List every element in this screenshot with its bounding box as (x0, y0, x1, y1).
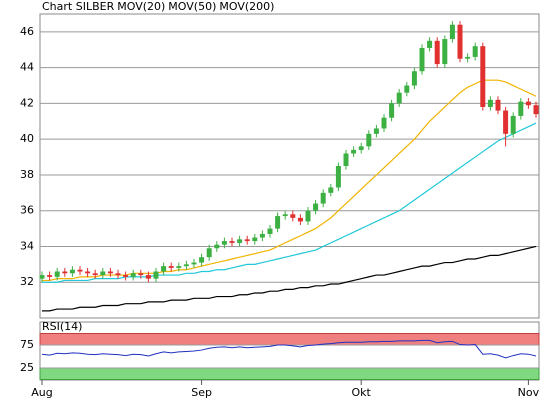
y-tick-label: 44 (20, 61, 34, 74)
candle-body (396, 92, 402, 104)
candle-body (92, 273, 98, 276)
candle-body (343, 153, 349, 166)
candle-body (305, 210, 311, 222)
candle-body (47, 275, 53, 277)
legend: Chart SILBER MOV(20) MOV(50) MOV(200) (42, 0, 274, 13)
candle-body (465, 56, 471, 59)
candle-body (373, 128, 379, 134)
oversold-band (39, 367, 540, 380)
x-tick-label: Aug (31, 386, 52, 399)
x-tick-label: Okt (352, 386, 372, 399)
y-tick-label: 42 (20, 96, 34, 109)
candle-body (183, 264, 189, 267)
candle-body (176, 266, 182, 268)
candle-body (442, 39, 448, 65)
candle-body (267, 228, 273, 234)
candle-body (69, 269, 75, 274)
legend-entry: Chart SILBER (42, 0, 115, 13)
y-tick-label: 32 (20, 275, 34, 288)
candle-body (518, 101, 524, 116)
x-tick-label: Nov (518, 386, 540, 399)
candle-body (457, 24, 463, 59)
candle-body (115, 273, 121, 276)
candle-body (161, 266, 167, 272)
moving-average-line (42, 79, 537, 282)
main-panel (39, 13, 540, 319)
candle-body (85, 271, 91, 274)
candle-body (259, 233, 265, 238)
y-tick-label: 38 (20, 168, 34, 181)
candle-body (206, 248, 212, 258)
candle-body (351, 149, 357, 154)
candle-body (366, 133, 372, 147)
candle-body (503, 110, 509, 134)
y-tick-label: 40 (20, 132, 34, 145)
candle-body (419, 47, 425, 72)
candle-body (244, 239, 250, 242)
candle-body (320, 192, 326, 204)
candle-body (145, 275, 151, 279)
candle-body (427, 40, 433, 48)
candle-body (358, 146, 364, 150)
candle-body (297, 217, 303, 222)
candle-body (62, 271, 68, 274)
candle-body (229, 241, 235, 243)
moving-average-line (42, 122, 537, 283)
candle-body (335, 166, 341, 188)
candle-body (313, 203, 319, 211)
candle-body (472, 46, 478, 57)
candle-body (100, 271, 106, 276)
candle-body (328, 187, 334, 193)
candle-body (525, 101, 531, 106)
candle-body (130, 273, 136, 277)
candle-body (214, 244, 220, 249)
candle-body (123, 275, 129, 277)
candle-body (221, 241, 227, 245)
candle-body (480, 46, 486, 107)
candle-body (153, 271, 159, 279)
y-tick-label: 75 (20, 338, 34, 351)
candle-body (510, 115, 516, 134)
candle-body (54, 271, 60, 277)
legend-entry: MOV(200) (219, 0, 274, 13)
y-tick-label: 34 (20, 239, 34, 252)
candle-body (282, 214, 288, 217)
moving-average-line (42, 245, 537, 312)
candle-body (168, 266, 174, 268)
candle-body (290, 214, 296, 218)
candle-body (533, 105, 539, 115)
candle-body (404, 85, 410, 93)
candle-body (191, 262, 197, 265)
candle-body (77, 269, 83, 272)
candle-body (449, 24, 455, 40)
candle-body (275, 216, 281, 229)
y-tick-label: 46 (20, 25, 34, 38)
legend-entry: MOV(50) (168, 0, 216, 13)
candle-body (389, 103, 395, 118)
legend-entry: MOV(20) (117, 0, 165, 13)
x-tick-label: Sep (191, 386, 212, 399)
candle-body (434, 40, 440, 65)
candle-body (237, 239, 243, 243)
candle-body (411, 71, 417, 86)
candle-body (39, 275, 45, 279)
y-tick-label: 36 (20, 204, 34, 217)
candle-body (381, 117, 387, 129)
candle-body (487, 99, 493, 107)
candle-body (138, 273, 144, 276)
candle-body (252, 237, 258, 242)
candle-body (199, 257, 205, 263)
candle-body (107, 271, 113, 274)
y-tick-label: 25 (20, 361, 34, 374)
rsi-line (41, 339, 537, 359)
candle-body (495, 99, 501, 111)
rsi-label: RSI(14) (42, 320, 82, 333)
overbought-band (39, 333, 540, 346)
